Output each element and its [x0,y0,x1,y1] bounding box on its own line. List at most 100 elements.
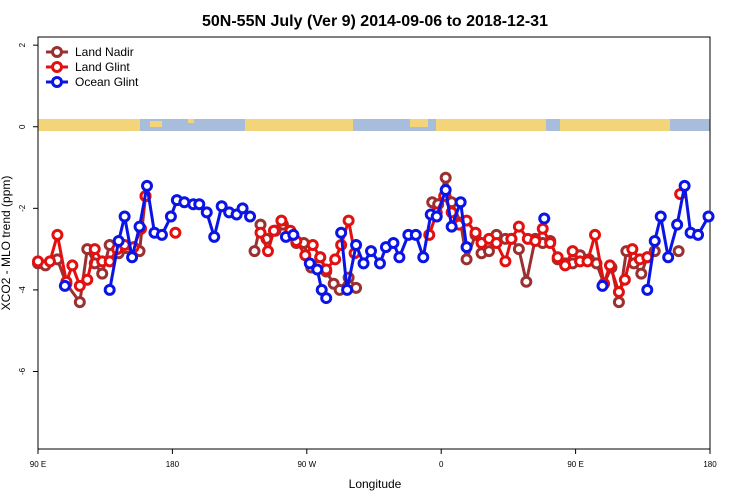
data-point [678,179,691,192]
data-point [373,257,386,270]
data-point [490,237,503,249]
x-tick-label: 90 E [567,460,583,469]
y-tick-label: 0 [18,124,27,129]
data-point [662,251,675,264]
data-point [66,259,79,272]
data-point [454,196,467,209]
data-point [409,228,422,241]
data-point [538,212,551,225]
data-point [654,210,667,223]
data-point [200,206,213,219]
data-point [341,283,354,296]
data-point [43,255,56,268]
data-point [460,241,473,254]
data-point [626,243,639,256]
y-tick-label: -2 [18,204,27,212]
data-point [329,253,342,266]
data-point [357,257,370,270]
data-point [603,259,616,272]
legend-label: Ocean Glint [75,75,139,89]
data-point [261,245,274,258]
data-point [342,214,355,227]
data-point [275,214,288,227]
y-tick-label: 2 [18,42,27,47]
data-point [236,202,249,215]
data-point [103,283,116,296]
data-point [439,183,452,196]
data-point [641,283,654,296]
data-point [169,226,182,239]
data-point [387,237,400,249]
y-tick-label: -4 [18,286,27,294]
data-point [81,273,94,286]
data-point [350,239,363,252]
data-point [505,232,518,245]
data-point [32,255,44,268]
data-point [267,224,280,237]
land-ocean-strip [38,119,710,131]
data-point [445,220,458,233]
legend-label: Land Nadir [75,45,134,59]
legend-marker [51,46,63,58]
data-point [612,296,625,309]
data-point [164,210,177,223]
data-point [430,210,443,223]
data-point [88,243,101,256]
x-tick-label: 180 [703,460,717,469]
data-point [536,222,549,235]
data-point [51,228,64,241]
data-point [460,253,473,266]
data-point [512,220,525,233]
data-point [618,273,631,286]
data-point [559,259,572,272]
data-point [482,245,495,258]
data-point [499,255,512,268]
data-point [193,198,206,211]
data-point [520,275,533,288]
y-tick-label: -6 [18,367,27,375]
data-point [551,251,564,264]
data-point [112,234,125,247]
data-point [248,245,261,258]
data-point [320,292,333,305]
x-tick-label: 90 E [30,460,46,469]
x-axis-label: Longitude [349,477,402,491]
data-point [589,228,602,241]
x-tick-label: 0 [439,460,444,469]
x-tick-label: 180 [166,460,180,469]
x-tick-label: 90 W [297,460,316,469]
data-point [439,171,452,184]
legend-label: Land Glint [75,60,130,74]
data-point [596,279,609,292]
data-point [335,226,348,239]
chart-title: 50N-55N July (Ver 9) 2014-09-06 to 2018-… [202,13,548,30]
data-point [96,267,109,280]
data-point [365,245,378,258]
plot-frame [37,36,711,450]
data-point [118,210,131,223]
data-point [612,285,625,298]
data-point [141,179,154,192]
data-point [287,228,300,241]
data-point [73,296,86,309]
data-point [702,210,715,223]
data-point [635,267,648,280]
data-point [314,251,327,264]
data-point [544,237,557,249]
data-point [469,226,482,239]
y-axis-label: XCO2 - MLO trend (ppm) [0,176,13,311]
data-point [672,245,685,258]
data-point [126,251,139,264]
data-point [512,243,525,256]
data-point [393,251,406,264]
data-point [208,230,221,243]
data-point [692,228,705,241]
data-point [566,245,579,258]
data-point [155,228,168,241]
legend-marker [51,61,63,73]
data-point [58,279,71,292]
data-point [417,251,430,264]
data-point [254,226,267,239]
data-point [581,255,594,268]
